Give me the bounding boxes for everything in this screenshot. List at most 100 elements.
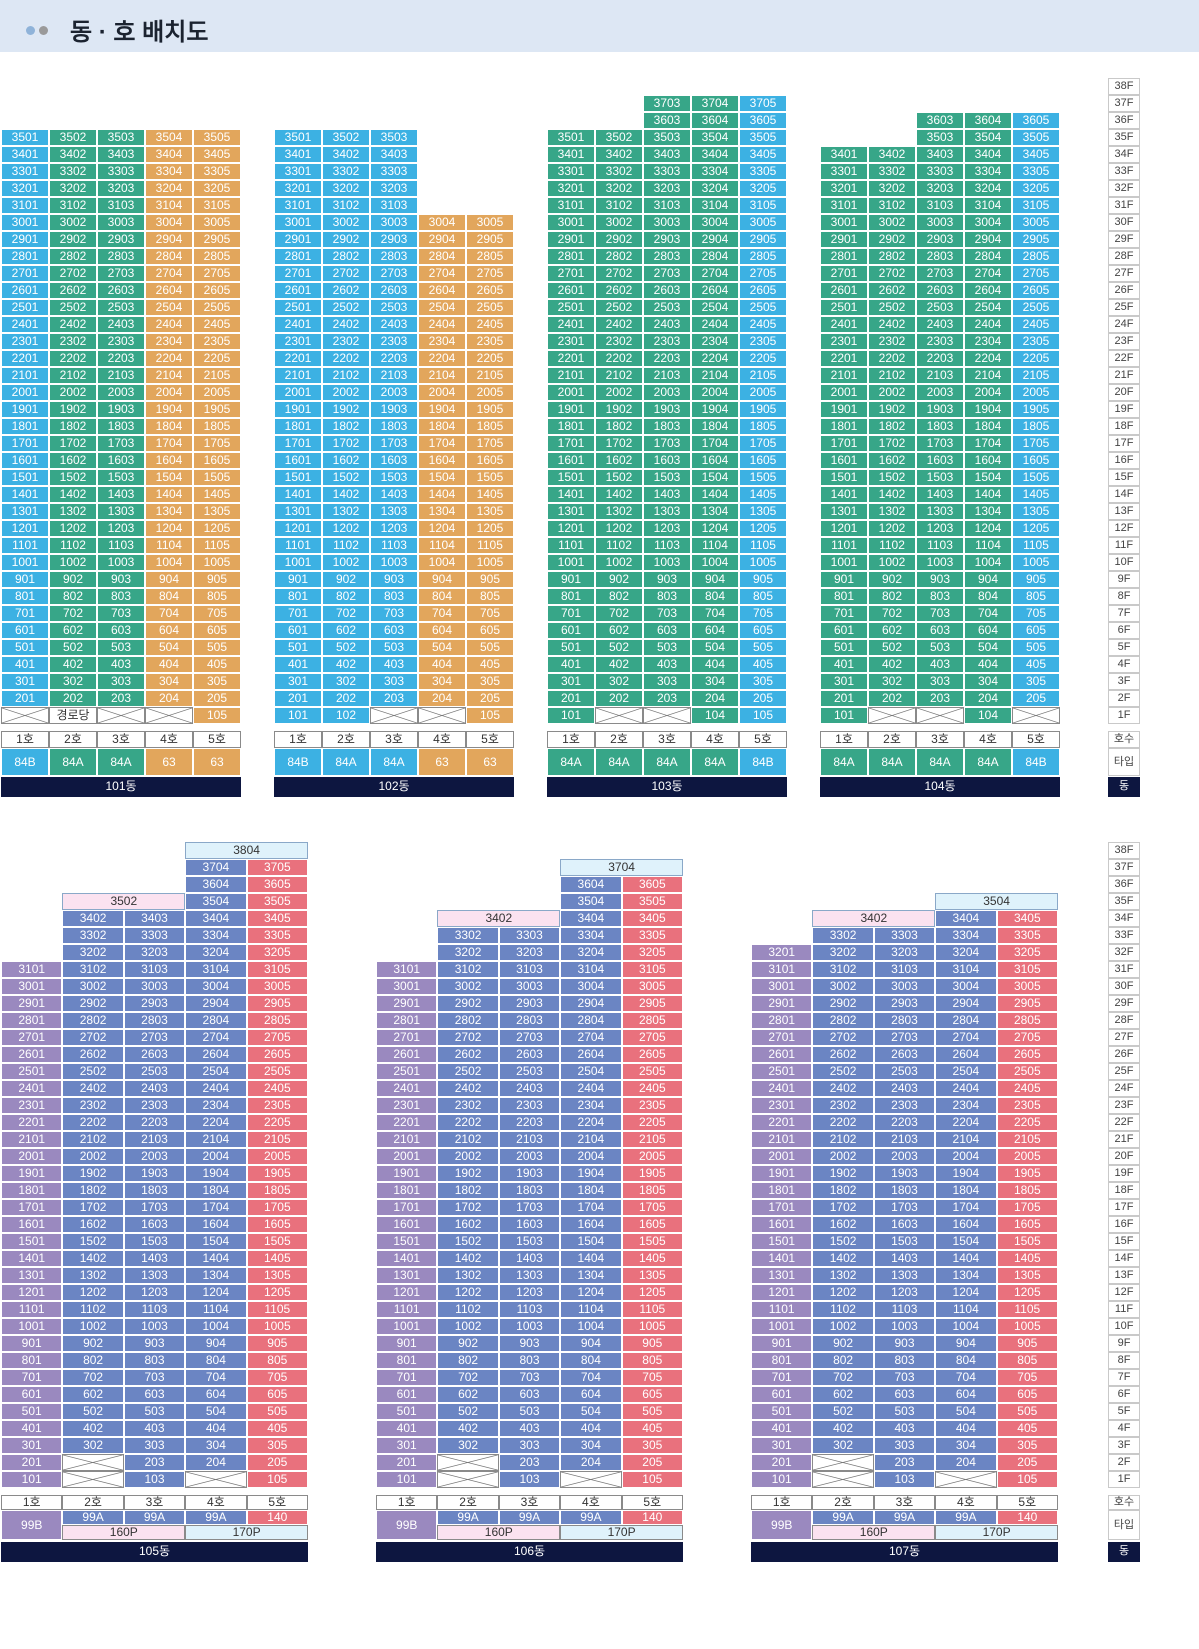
unit-cell[interactable]: 1403: [123, 1250, 186, 1267]
unit-cell[interactable]: 905: [1012, 571, 1060, 588]
unit-cell[interactable]: 2102: [322, 367, 370, 384]
unit-cell[interactable]: 404: [418, 656, 466, 673]
unit-cell[interactable]: 1804: [145, 418, 193, 435]
unit-cell[interactable]: 2704: [560, 1029, 622, 1046]
unit-cell[interactable]: 1705: [193, 435, 241, 452]
unit-cell[interactable]: 202: [868, 690, 916, 707]
unit-cell[interactable]: 2701: [547, 265, 595, 282]
unit-cell[interactable]: 3004: [935, 978, 997, 995]
unit-cell[interactable]: 2805: [466, 248, 514, 265]
unit-cell[interactable]: 3405: [246, 910, 308, 927]
unit-cell[interactable]: 2005: [466, 384, 514, 401]
unit-cell[interactable]: 1101: [376, 1301, 438, 1318]
unit-cell[interactable]: 2603: [123, 1046, 186, 1063]
unit-cell[interactable]: 605: [996, 1386, 1058, 1403]
unit-cell[interactable]: 1105: [1012, 537, 1060, 554]
unit-cell[interactable]: 1402: [595, 486, 643, 503]
unit-cell[interactable]: 701: [751, 1369, 813, 1386]
unit-cell[interactable]: 204: [145, 690, 193, 707]
unit-cell[interactable]: 1903: [97, 401, 145, 418]
unit-cell[interactable]: 2901: [820, 231, 868, 248]
unit-cell[interactable]: 605: [1012, 622, 1060, 639]
unit-cell[interactable]: 2401: [820, 316, 868, 333]
unit-cell[interactable]: 1904: [418, 401, 466, 418]
unit-cell[interactable]: 3005: [1012, 214, 1060, 231]
unit-cell[interactable]: 1401: [820, 486, 868, 503]
unit-cell[interactable]: 503: [916, 639, 964, 656]
unit-cell[interactable]: 702: [62, 1369, 124, 1386]
unit-cell[interactable]: 3003: [643, 214, 691, 231]
unit-cell[interactable]: 1605: [466, 452, 514, 469]
unit-cell[interactable]: 1901: [376, 1165, 438, 1182]
unit-cell[interactable]: 1504: [145, 469, 193, 486]
unit-cell[interactable]: 3202: [868, 180, 916, 197]
unit-cell[interactable]: 702: [595, 605, 643, 622]
unit-cell[interactable]: 1102: [437, 1301, 499, 1318]
unit-cell[interactable]: 705: [193, 605, 241, 622]
unit-cell[interactable]: 2203: [498, 1114, 561, 1131]
unit-cell[interactable]: 1105: [621, 1301, 683, 1318]
unit-cell[interactable]: 101: [1, 1471, 63, 1488]
unit-cell[interactable]: 1104: [935, 1301, 997, 1318]
unit-cell[interactable]: 804: [964, 588, 1012, 605]
unit-cell[interactable]: 805: [996, 1352, 1058, 1369]
unit-cell[interactable]: 2201: [820, 350, 868, 367]
unit-cell[interactable]: 2404: [691, 316, 739, 333]
unit-cell[interactable]: 1301: [274, 503, 322, 520]
unit-cell[interactable]: 3202: [595, 180, 643, 197]
unit-cell[interactable]: 1903: [123, 1165, 186, 1182]
unit-cell[interactable]: 2705: [739, 265, 787, 282]
unit-cell[interactable]: 1801: [1, 418, 49, 435]
unit-cell[interactable]: 2202: [595, 350, 643, 367]
unit-cell[interactable]: 1203: [916, 520, 964, 537]
unit-cell[interactable]: 902: [62, 1335, 124, 1352]
unit-cell[interactable]: 2503: [643, 299, 691, 316]
unit-cell[interactable]: 2102: [812, 1131, 874, 1148]
unit-cell[interactable]: 302: [49, 673, 97, 690]
unit-cell[interactable]: 2801: [547, 248, 595, 265]
unit-cell[interactable]: 1904: [145, 401, 193, 418]
unit-cell[interactable]: 1203: [370, 520, 418, 537]
unit-cell[interactable]: 3503: [643, 129, 691, 146]
unit-cell[interactable]: 2704: [964, 265, 1012, 282]
unit-cell[interactable]: 2402: [322, 316, 370, 333]
unit-cell[interactable]: 1303: [498, 1267, 561, 1284]
unit-cell[interactable]: 2104: [935, 1131, 997, 1148]
unit-cell[interactable]: 303: [498, 1437, 561, 1454]
unit-cell[interactable]: 201: [1, 1454, 63, 1471]
unit-cell[interactable]: 3305: [1012, 163, 1060, 180]
unit-cell[interactable]: 1002: [322, 554, 370, 571]
unit-cell[interactable]: 2404: [964, 316, 1012, 333]
unit-cell[interactable]: 2803: [97, 248, 145, 265]
unit-cell[interactable]: 3205: [996, 944, 1058, 961]
unit-cell[interactable]: 601: [1, 1386, 63, 1403]
unit-cell[interactable]: 1801: [1, 1182, 63, 1199]
unit-cell[interactable]: 305: [246, 1437, 308, 1454]
unit-cell[interactable]: 905: [996, 1335, 1058, 1352]
unit-cell[interactable]: 3105: [246, 961, 308, 978]
unit-cell[interactable]: 201: [274, 690, 322, 707]
unit-cell[interactable]: 403: [123, 1420, 186, 1437]
unit-cell[interactable]: 3105: [621, 961, 683, 978]
unit-cell[interactable]: 2102: [49, 367, 97, 384]
penthouse-header[interactable]: 3402: [812, 910, 936, 927]
unit-cell[interactable]: 1105: [246, 1301, 308, 1318]
unit-cell[interactable]: 304: [418, 673, 466, 690]
unit-cell[interactable]: 3004: [185, 978, 247, 995]
unit-cell[interactable]: 1301: [1, 1267, 63, 1284]
unit-cell[interactable]: 1003: [370, 554, 418, 571]
unit-cell[interactable]: 302: [812, 1437, 874, 1454]
unit-cell[interactable]: 2203: [643, 350, 691, 367]
unit-cell[interactable]: 1402: [437, 1250, 499, 1267]
unit-cell[interactable]: 1001: [751, 1318, 813, 1335]
unit-cell[interactable]: 3203: [498, 944, 561, 961]
unit-cell[interactable]: 1704: [418, 435, 466, 452]
unit-cell[interactable]: 403: [916, 656, 964, 673]
unit-cell[interactable]: 1402: [322, 486, 370, 503]
unit-cell[interactable]: 303: [97, 673, 145, 690]
unit-cell[interactable]: 1801: [751, 1182, 813, 1199]
unit-cell[interactable]: 901: [1, 1335, 63, 1352]
unit-cell[interactable]: 903: [916, 571, 964, 588]
unit-cell[interactable]: 402: [322, 656, 370, 673]
unit-cell[interactable]: 1505: [739, 469, 787, 486]
